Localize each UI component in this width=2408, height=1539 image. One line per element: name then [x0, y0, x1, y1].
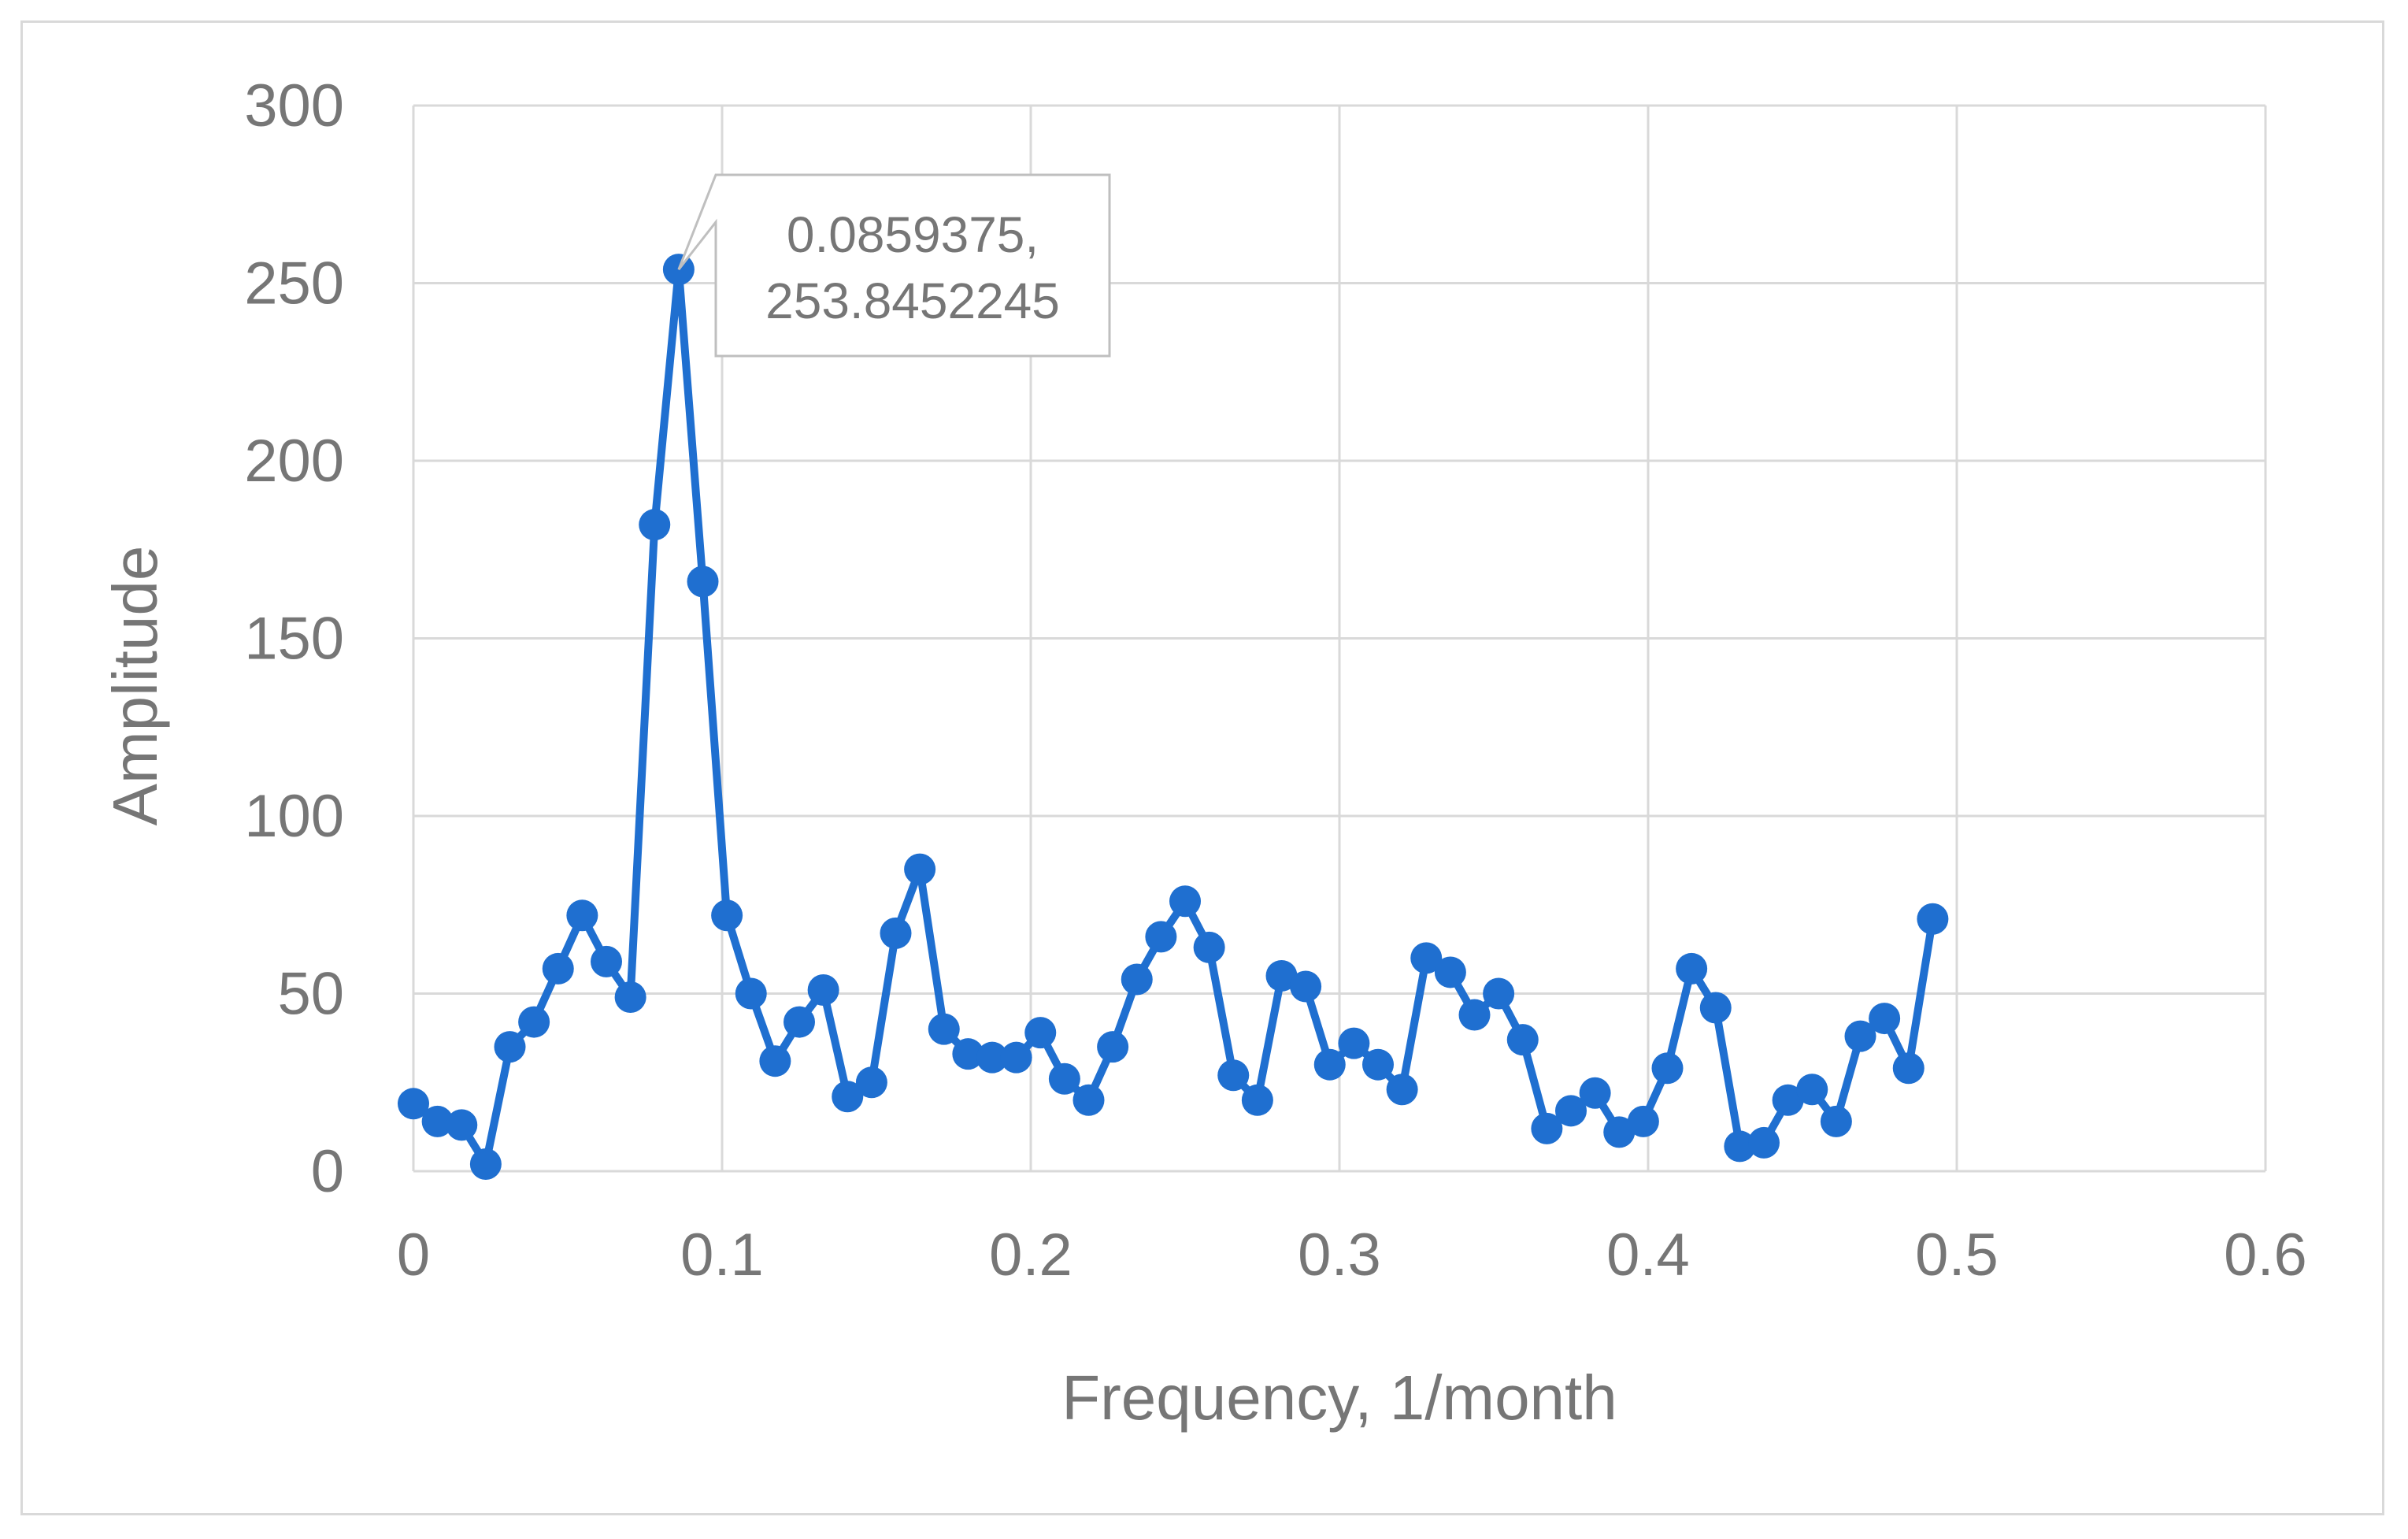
x-tick-label: 0.1 — [680, 1222, 764, 1289]
data-point — [1121, 963, 1153, 996]
data-point — [952, 1038, 984, 1070]
data-point — [1506, 1024, 1539, 1056]
data-point — [1724, 1130, 1756, 1163]
data-point — [832, 1081, 864, 1113]
data-point — [1796, 1074, 1828, 1106]
y-tick-label: 100 — [244, 783, 344, 850]
x-tick-label: 0.5 — [1915, 1222, 1999, 1289]
data-point — [542, 952, 574, 985]
series-line — [411, 265, 1937, 1168]
data-callout: 0.0859375, 253.8452245 — [677, 173, 1111, 358]
data-point — [518, 1006, 550, 1038]
data-point — [880, 917, 912, 949]
data-point — [1338, 1027, 1370, 1059]
data-point — [1290, 970, 1322, 1003]
data-point — [855, 1066, 887, 1099]
data-point — [1048, 1062, 1080, 1095]
data-point — [1145, 921, 1177, 953]
data-point — [1193, 931, 1225, 963]
data-point — [1555, 1095, 1587, 1127]
chart-svg: 0 50 100 150 200 250 300 0 0.1 0.2 0.3 0.4 0.5 0.6 0.… — [100, 72, 2307, 1433]
data-point — [1892, 1052, 1925, 1085]
data-point — [1917, 903, 1949, 935]
data-point — [1362, 1048, 1394, 1081]
x-tick-label: 0 — [397, 1222, 430, 1289]
data-point — [1000, 1041, 1032, 1074]
data-point — [1651, 1052, 1684, 1085]
data-point — [904, 853, 936, 885]
data-point — [1217, 1059, 1250, 1092]
data-point — [807, 973, 839, 1006]
data-point — [1265, 959, 1298, 992]
data-point — [1844, 1020, 1876, 1052]
data-point — [1676, 952, 1708, 985]
callout-text-line1: 0.0859375, — [787, 206, 1039, 263]
data-point — [1483, 977, 1515, 1010]
data-point — [1410, 942, 1443, 974]
data-point — [1241, 1084, 1273, 1116]
y-tick-label: 200 — [244, 428, 344, 495]
data-point — [1603, 1116, 1636, 1148]
data-point — [1434, 956, 1466, 988]
data-point — [976, 1041, 1008, 1074]
data-point — [398, 1088, 429, 1120]
y-tick-label: 50 — [277, 961, 344, 1028]
x-axis-title: Frequency, 1/month — [1061, 1363, 1617, 1433]
data-point — [1772, 1084, 1804, 1116]
y-tick-label: 250 — [244, 250, 344, 317]
data-point — [494, 1031, 526, 1063]
data-point — [928, 1013, 960, 1045]
data-point — [735, 977, 767, 1010]
x-tick-label: 0.2 — [989, 1222, 1072, 1289]
data-point — [1699, 992, 1732, 1024]
data-point — [1313, 1048, 1346, 1081]
data-point — [1869, 1003, 1901, 1035]
x-tick-label: 0.4 — [1606, 1222, 1690, 1289]
data-point — [1097, 1031, 1129, 1063]
data-point — [1386, 1074, 1418, 1106]
data-point — [614, 981, 646, 1014]
data-point — [1820, 1105, 1852, 1137]
data-point — [639, 509, 671, 541]
data-point — [711, 899, 743, 932]
data-point — [566, 899, 598, 932]
data-point — [759, 1045, 791, 1077]
chart-frame: 0 50 100 150 200 250 300 0 0.1 0.2 0.3 0.4 0.5 0.6 0.… — [20, 20, 2384, 1515]
data-point — [446, 1109, 478, 1141]
axis-tick-labels: 0 50 100 150 200 250 300 0 0.1 0.2 0.3 0.4 0.5 0.6 — [244, 72, 2307, 1289]
data-point — [687, 566, 719, 598]
y-tick-label: 300 — [244, 72, 344, 139]
data-point — [591, 945, 622, 977]
data-point — [1072, 1084, 1105, 1116]
y-axis-title: Amplitude — [100, 546, 170, 826]
data-point — [784, 1006, 815, 1038]
data-point — [469, 1148, 502, 1180]
y-tick-label: 0 — [311, 1138, 344, 1205]
data-point — [1627, 1105, 1659, 1137]
callout-box — [677, 173, 1111, 358]
data-point — [1748, 1126, 1780, 1159]
x-tick-label: 0.6 — [2224, 1222, 2307, 1289]
x-tick-label: 0.3 — [1298, 1222, 1381, 1289]
data-point — [1579, 1077, 1611, 1109]
data-point — [1169, 885, 1201, 918]
data-series — [398, 254, 1949, 1180]
data-point — [421, 1105, 454, 1137]
y-tick-label: 150 — [244, 606, 344, 673]
callout-text-line2: 253.8452245 — [765, 273, 1060, 329]
data-point — [1024, 1017, 1057, 1049]
data-point — [1531, 1112, 1563, 1144]
data-point — [1458, 999, 1491, 1031]
